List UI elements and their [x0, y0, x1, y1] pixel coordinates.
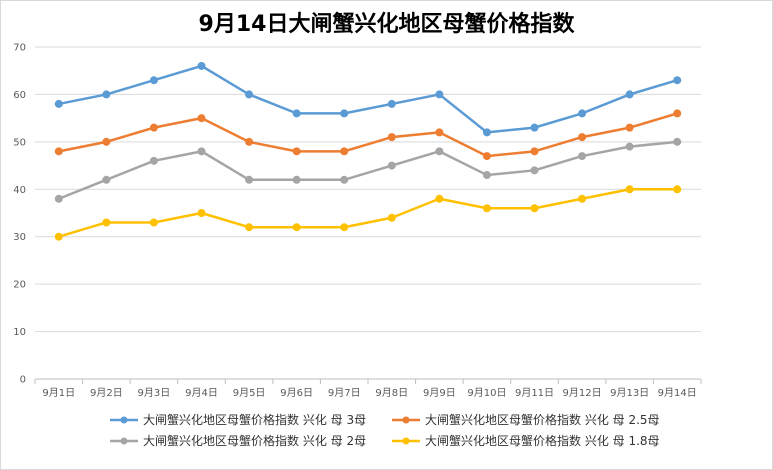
series-line-1	[58, 64, 678, 134]
data-point	[245, 223, 254, 232]
data-point	[197, 61, 206, 70]
x-tick-label: 9月7日	[328, 387, 361, 399]
data-point	[387, 161, 396, 170]
legend-swatch-marker	[120, 416, 128, 424]
series-line-2	[58, 112, 678, 158]
y-tick-label: 20	[13, 280, 26, 291]
data-point	[482, 204, 491, 213]
data-point	[673, 137, 682, 146]
x-tick-label: 9月14日	[658, 387, 697, 399]
data-point	[530, 123, 539, 132]
x-tick-label: 9月1日	[42, 387, 75, 399]
data-point	[530, 166, 539, 175]
y-tick-label: 60	[13, 90, 26, 101]
legend-swatch-marker	[120, 437, 128, 445]
data-point	[387, 99, 396, 108]
data-point	[435, 194, 444, 203]
data-point	[578, 109, 587, 118]
data-point	[387, 133, 396, 142]
x-tick-label: 9月9日	[423, 387, 456, 399]
data-point	[530, 204, 539, 213]
data-point	[54, 194, 63, 203]
legend-swatch-marker	[402, 416, 410, 424]
y-tick-label: 50	[13, 137, 26, 148]
chart-title: 9月14日大闸蟹兴化地区母蟹价格指数	[198, 12, 575, 37]
data-point	[149, 156, 158, 165]
x-tick-label: 9月4日	[185, 387, 218, 399]
x-tick-label: 9月13日	[610, 387, 649, 399]
data-point	[245, 137, 254, 146]
y-tick-label: 70	[13, 43, 26, 54]
legend-label: 大闸蟹兴化地区母蟹价格指数 兴化 母 2母	[143, 433, 366, 448]
data-point	[673, 76, 682, 85]
data-point	[435, 128, 444, 137]
data-point	[54, 147, 63, 156]
data-point	[54, 99, 63, 108]
data-point	[102, 90, 111, 99]
x-tick-label: 9月6日	[280, 387, 313, 399]
x-tick-label: 9月5日	[233, 387, 266, 399]
data-point	[102, 137, 111, 146]
data-point	[149, 218, 158, 227]
data-point	[292, 223, 301, 232]
data-point	[387, 213, 396, 222]
y-tick-label: 10	[13, 327, 26, 338]
y-tick-label: 30	[13, 232, 26, 243]
series-line-4	[58, 188, 678, 238]
data-point	[292, 109, 301, 118]
data-point	[197, 147, 206, 156]
data-point	[292, 147, 301, 156]
data-point	[625, 90, 634, 99]
y-tick-label: 0	[20, 375, 26, 386]
legend-swatch-marker	[402, 437, 410, 445]
legend-label: 大闸蟹兴化地区母蟹价格指数 兴化 母 3母	[143, 412, 366, 427]
data-point	[578, 152, 587, 161]
data-point	[625, 123, 634, 132]
data-point	[673, 109, 682, 118]
data-point	[482, 171, 491, 180]
data-point	[625, 142, 634, 151]
x-tick-label: 9月3日	[138, 387, 171, 399]
series-line-3	[58, 140, 678, 200]
data-point	[578, 133, 587, 142]
data-point	[102, 175, 111, 184]
data-point	[435, 147, 444, 156]
data-point	[54, 232, 63, 241]
data-point	[578, 194, 587, 203]
data-point	[102, 218, 111, 227]
data-point	[197, 209, 206, 217]
data-point	[245, 175, 254, 184]
data-point	[149, 123, 158, 132]
legend-label: 大闸蟹兴化地区母蟹价格指数 兴化 母 1.8母	[425, 433, 660, 448]
data-point	[340, 147, 349, 156]
legend-label: 大闸蟹兴化地区母蟹价格指数 兴化 母 2.5母	[425, 412, 660, 427]
data-point	[149, 76, 158, 85]
data-point	[482, 152, 491, 161]
data-point	[292, 175, 301, 184]
x-tick-label: 9月12日	[563, 387, 602, 399]
data-point	[435, 90, 444, 99]
data-point	[340, 223, 349, 232]
data-point	[673, 185, 682, 194]
data-point	[530, 147, 539, 156]
data-point	[340, 175, 349, 184]
data-point	[245, 90, 254, 99]
x-tick-label: 9月11日	[515, 387, 554, 399]
y-tick-label: 40	[13, 185, 26, 196]
data-point	[197, 114, 206, 123]
x-tick-label: 9月8日	[375, 387, 408, 399]
data-point	[625, 185, 634, 194]
x-tick-label: 9月10日	[467, 387, 506, 399]
x-tick-label: 9月2日	[90, 387, 123, 399]
data-point	[482, 128, 491, 137]
data-point	[340, 109, 349, 118]
